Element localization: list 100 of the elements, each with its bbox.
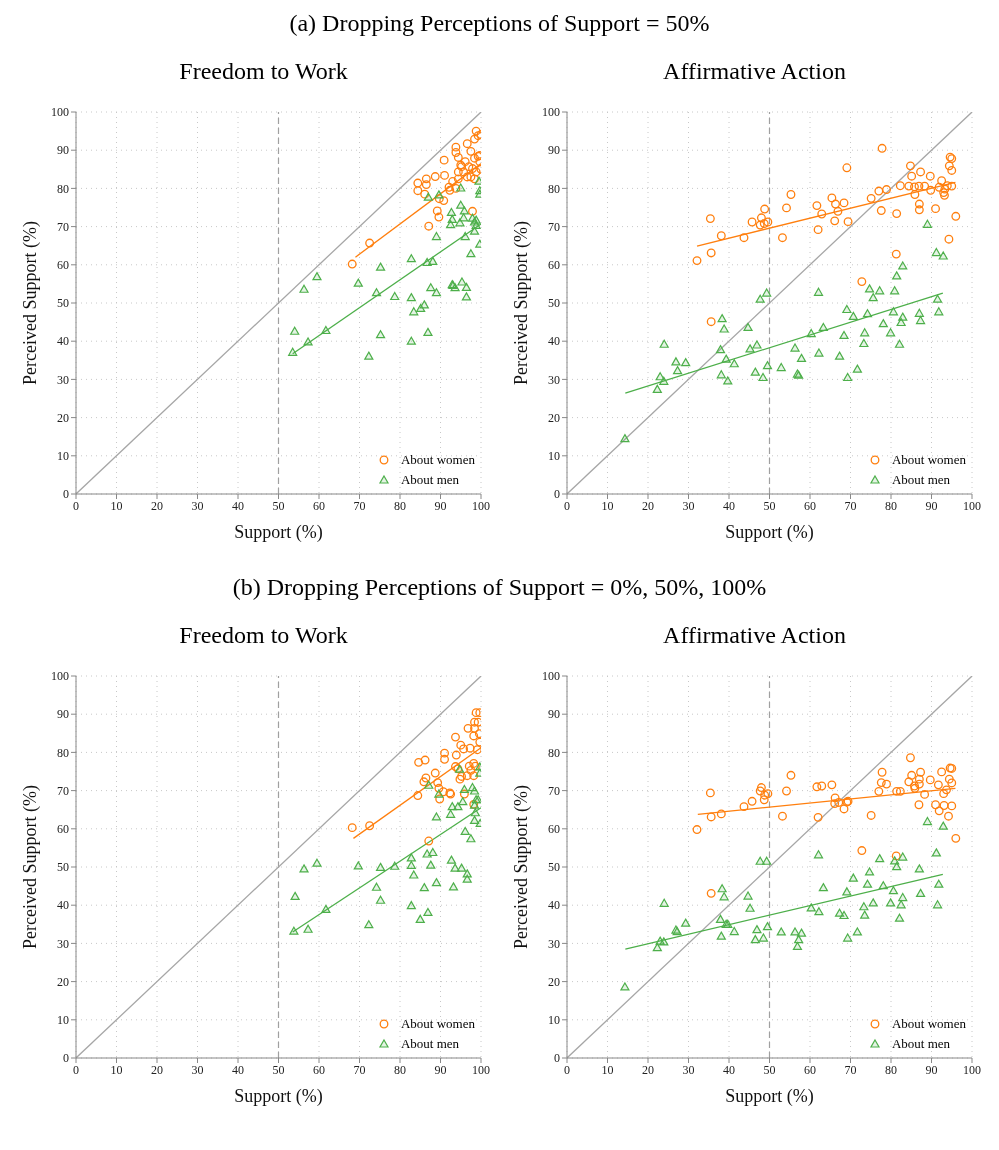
point — [812, 201, 822, 211]
y-tick-label: 60 — [57, 258, 69, 273]
point — [419, 777, 429, 787]
point — [864, 284, 875, 293]
point — [843, 372, 853, 382]
y-tick-label: 90 — [548, 143, 560, 158]
point — [440, 754, 449, 764]
x-axis-title: Support (%) — [725, 1086, 814, 1107]
point — [743, 322, 753, 332]
point — [892, 271, 902, 280]
point — [762, 361, 773, 370]
point — [347, 823, 357, 833]
point — [794, 934, 804, 944]
point — [914, 779, 924, 789]
y-tick-label: 10 — [57, 1013, 69, 1028]
point — [842, 887, 852, 896]
point — [729, 359, 739, 368]
point — [423, 907, 433, 917]
y-tick-label: 0 — [63, 1051, 69, 1066]
point — [862, 879, 873, 888]
x-tick-label: 100 — [472, 498, 490, 513]
x-tick-label: 100 — [472, 1062, 490, 1077]
legend-label: About women — [400, 451, 475, 469]
point — [471, 708, 481, 718]
point — [745, 903, 755, 912]
point — [920, 181, 930, 191]
point — [717, 314, 727, 323]
point — [843, 933, 853, 942]
point — [466, 765, 476, 775]
point — [938, 251, 948, 260]
point — [652, 384, 662, 393]
point — [813, 850, 824, 859]
y-tick-label: 30 — [57, 372, 69, 387]
point — [922, 816, 933, 826]
y-tick-label: 80 — [548, 745, 560, 760]
point — [898, 892, 908, 902]
x-tick-label: 30 — [191, 498, 204, 513]
point — [910, 190, 920, 199]
point — [868, 293, 878, 302]
point — [898, 312, 908, 321]
point — [907, 770, 917, 780]
point — [860, 328, 870, 337]
point — [406, 254, 416, 263]
point — [466, 172, 476, 182]
point — [938, 821, 948, 830]
y-tick-label: 100 — [542, 105, 560, 120]
point — [719, 324, 729, 333]
point — [457, 277, 467, 286]
point — [472, 745, 481, 755]
y-tick-label: 80 — [548, 181, 560, 196]
y-tick-label: 90 — [57, 143, 69, 158]
point — [814, 907, 824, 916]
point — [321, 325, 331, 335]
point — [922, 219, 933, 228]
point — [790, 343, 800, 352]
point — [659, 937, 669, 946]
y-tick-label: 100 — [542, 669, 560, 684]
point — [620, 434, 630, 443]
point — [620, 982, 630, 991]
point — [414, 757, 424, 767]
x-tick-label: 80 — [394, 1062, 406, 1077]
point — [942, 785, 951, 795]
x-tick-label: 10 — [110, 498, 123, 513]
point — [891, 851, 901, 861]
y-tick-label: 0 — [63, 487, 69, 502]
point — [778, 811, 787, 821]
y-axis-title: Perceived Support (%) — [20, 785, 42, 949]
point — [365, 821, 375, 831]
y-tick-label: 40 — [548, 334, 560, 349]
point — [446, 207, 457, 217]
x-tick-label: 80 — [885, 498, 897, 513]
legend-label: About women — [891, 1015, 966, 1033]
point — [796, 928, 807, 937]
point — [864, 867, 875, 876]
y-tick-label: 40 — [57, 898, 69, 913]
point — [451, 732, 460, 742]
point — [729, 926, 739, 936]
y-tick-label: 60 — [548, 822, 560, 837]
point — [827, 193, 837, 203]
point — [473, 717, 481, 727]
point — [434, 789, 444, 798]
x-tick-label: 50 — [272, 498, 285, 513]
point — [371, 882, 382, 891]
y-tick-label: 50 — [548, 860, 560, 875]
legend-label: About men — [891, 1035, 951, 1053]
y-tick-label: 80 — [57, 745, 69, 760]
point — [706, 248, 716, 258]
x-tick-label: 20 — [642, 498, 654, 513]
point — [470, 761, 480, 771]
point — [934, 806, 944, 816]
point — [848, 873, 858, 882]
point — [451, 142, 461, 152]
x-tick-label: 50 — [763, 498, 776, 513]
point — [434, 190, 444, 199]
point — [450, 863, 460, 872]
x-tick-label: 30 — [682, 498, 695, 513]
x-tick-label: 70 — [353, 498, 366, 513]
text: (b) Dropping Perceptions of Support = 0%, 50%, 100% — [231, 574, 768, 601]
point — [719, 892, 729, 901]
point — [830, 799, 840, 809]
